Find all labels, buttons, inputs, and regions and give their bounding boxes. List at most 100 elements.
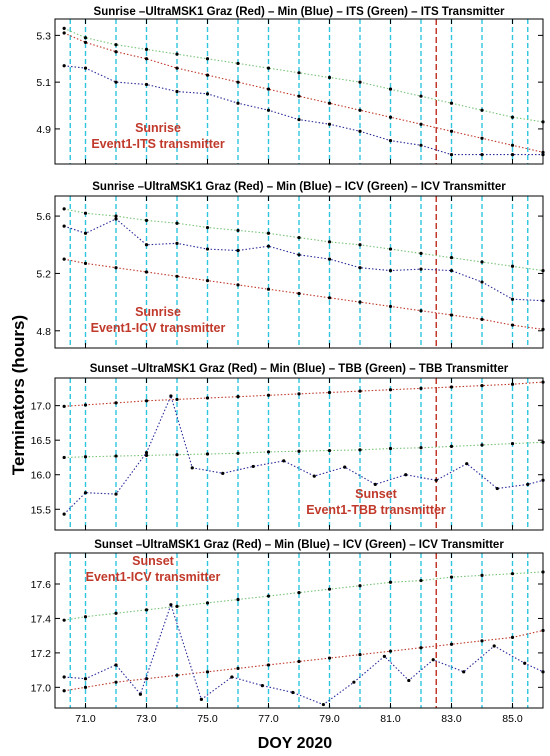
data-point (169, 603, 173, 607)
data-point (236, 101, 240, 105)
data-point (388, 446, 393, 451)
data-point (114, 611, 118, 615)
series-line-ultra (64, 629, 544, 692)
data-point (297, 392, 301, 396)
data-point (407, 678, 411, 683)
annotation-text: Event1-ICV transmitter (91, 321, 226, 335)
y-tick-label: 16.5 (31, 435, 52, 447)
data-point (266, 663, 271, 667)
data-point (83, 211, 88, 215)
data-point (266, 66, 271, 70)
y-tick-label: 17.6 (31, 579, 52, 591)
annotation-text: Sunset (355, 487, 398, 501)
data-point (388, 388, 393, 392)
series-line-transmitter (63, 27, 544, 123)
y-tick-label: 17.0 (31, 682, 52, 694)
data-point (266, 87, 271, 91)
data-point (114, 217, 118, 221)
data-point (297, 253, 301, 257)
plot-frame (54, 552, 544, 709)
data-point (62, 455, 66, 460)
data-point (480, 280, 484, 284)
data-point (526, 482, 530, 486)
data-point (144, 608, 149, 612)
data-point (419, 309, 423, 313)
annotation-text: Sunrise (135, 305, 181, 319)
data-point (236, 395, 240, 399)
chart-panel: Sunset –UltraMSK1 Graz (Red) – Min (Blue… (31, 363, 545, 531)
y-axis-label: Terminators (hours) (9, 315, 28, 475)
data-point (449, 313, 454, 317)
data-point (114, 50, 118, 54)
data-point (114, 492, 118, 496)
data-point (236, 666, 240, 670)
data-point (114, 214, 118, 218)
series-line-min (64, 602, 544, 706)
data-point (221, 471, 225, 475)
data-point (382, 654, 386, 658)
annotation-text: Event1-ICV transmitter (86, 570, 221, 584)
data-point (260, 684, 264, 688)
data-point (205, 670, 210, 674)
data-point (419, 267, 423, 271)
data-point (175, 453, 179, 457)
data-point (449, 256, 454, 260)
data-point (62, 675, 66, 679)
data-point (480, 384, 484, 388)
data-point (297, 659, 301, 664)
data-point (62, 257, 66, 261)
data-point (144, 243, 149, 247)
chart-panel: Sunrise –UltraMSK1 Graz (Red) – Min (Blu… (36, 181, 545, 349)
data-point (83, 36, 88, 40)
data-point (327, 296, 332, 300)
data-point (327, 587, 332, 591)
data-point (144, 57, 149, 61)
x-tick-label: 71.0 (75, 713, 96, 725)
plot-frame (54, 377, 544, 531)
data-point (236, 451, 240, 455)
data-point (175, 604, 179, 608)
data-point (175, 241, 179, 245)
data-point (358, 129, 362, 133)
data-point (83, 491, 88, 495)
data-point (114, 401, 118, 405)
y-tick-label: 17.2 (31, 648, 52, 660)
series-line-ultra (64, 381, 544, 407)
data-point (297, 591, 301, 595)
data-point (327, 240, 332, 244)
data-point (83, 231, 88, 235)
data-point (510, 572, 515, 576)
data-point (431, 658, 435, 662)
data-point (144, 47, 149, 52)
data-point (510, 323, 515, 327)
data-point (327, 656, 332, 660)
data-point (282, 459, 286, 463)
data-point (373, 482, 377, 486)
y-tick-label: 16.0 (31, 470, 52, 482)
data-point (492, 644, 496, 648)
y-tick-label: 5.3 (36, 30, 51, 42)
data-point (205, 57, 210, 61)
data-point (175, 52, 179, 56)
plot-frame (54, 195, 544, 349)
data-point (404, 473, 408, 477)
data-point (358, 300, 362, 304)
data-point (144, 218, 149, 222)
data-point (114, 663, 118, 667)
chart-panel: Sunrise –UltraMSK1 Graz (Red) – Min (Blu… (36, 6, 545, 165)
data-point (419, 446, 423, 450)
data-point (480, 153, 484, 157)
data-point (327, 448, 332, 453)
data-point (510, 297, 515, 301)
data-point (312, 474, 316, 478)
data-point (388, 304, 393, 309)
data-point (62, 618, 66, 622)
y-tick-label: 17.4 (31, 613, 52, 625)
data-point (266, 108, 271, 112)
data-point (266, 287, 271, 291)
y-tick-label: 4.8 (36, 326, 51, 338)
x-axis-label: DOY 2020 (258, 735, 333, 752)
series-line-transmitter (63, 208, 544, 272)
data-point (83, 66, 88, 70)
